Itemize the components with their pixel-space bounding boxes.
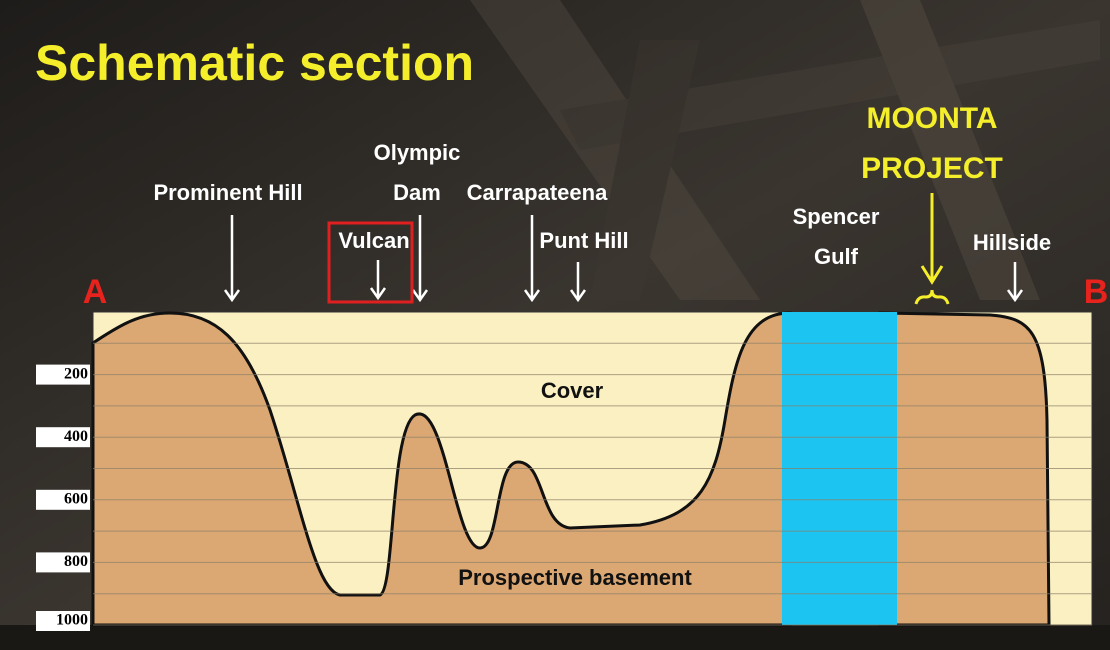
arrow: [369, 260, 387, 301]
arrow: [411, 215, 429, 303]
arrow: [1006, 262, 1024, 303]
depth-label: 800: [64, 553, 88, 570]
project-arrow: [920, 193, 944, 285]
end-b: B: [1084, 273, 1109, 311]
arrow: [223, 215, 241, 303]
project-label: MOONTA: [866, 102, 997, 135]
depth-label: 200: [64, 365, 88, 382]
bottom-band: [0, 625, 1110, 650]
depth-label-box: [36, 364, 90, 385]
depth-label-box: [36, 489, 90, 510]
location-label: Prominent Hill: [153, 180, 302, 205]
arrow: [523, 215, 541, 303]
depth-labels: 200 400 600 800 1000: [36, 364, 90, 631]
location-label: Punt Hill: [539, 228, 628, 253]
depth-label-box: [36, 427, 90, 448]
arrow: [569, 262, 587, 303]
title: Schematic section: [35, 35, 474, 91]
project-brace: [914, 289, 950, 305]
location-label: Dam: [393, 180, 441, 205]
depth-lines: [93, 342, 1092, 626]
background-beams: [470, 0, 1100, 300]
depth-label: 400: [64, 428, 88, 445]
highlight-box: [327, 221, 414, 304]
depth-label: 600: [64, 490, 88, 507]
location-label: Gulf: [814, 244, 859, 269]
location-label: Olympic: [374, 140, 461, 165]
zone-label: Cover: [541, 378, 604, 403]
depth-label-box: [36, 611, 90, 631]
depth-label-box: [36, 552, 90, 573]
depth-label: 1000: [56, 612, 88, 629]
location-label: Carrapateena: [467, 180, 608, 205]
end-a: A: [83, 273, 108, 311]
location-label: Vulcan: [338, 228, 409, 253]
location-label: Hillside: [973, 230, 1051, 255]
zone-label: Prospective basement: [458, 565, 692, 590]
location-label: Spencer: [793, 204, 880, 229]
project-label: PROJECT: [861, 152, 1003, 185]
